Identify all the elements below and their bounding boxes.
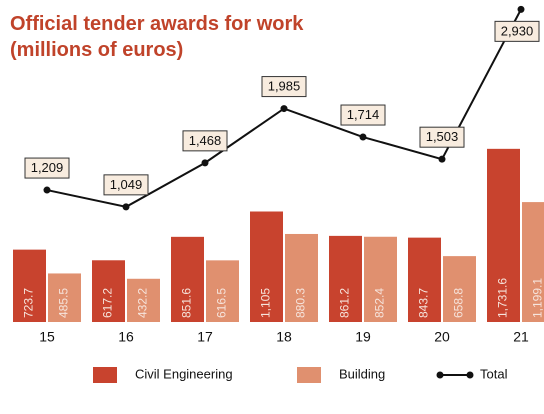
total-value-label: 1,468: [189, 133, 222, 148]
total-label-box: [261, 76, 307, 98]
bar-value-label: 843.7: [417, 288, 431, 318]
x-tick-label: 17: [197, 329, 213, 345]
bar-value-label: 851.6: [180, 288, 194, 318]
bar: [127, 278, 160, 322]
total-point: [517, 5, 525, 13]
legend-swatch: [297, 367, 321, 383]
bar-value-label: 485.5: [57, 288, 71, 318]
total-label-box: [340, 104, 386, 126]
legend-dot: [436, 371, 444, 379]
legend-label: Civil Engineering: [135, 366, 233, 381]
bar: [364, 236, 397, 322]
total-value-label: 2,930: [501, 23, 534, 38]
total-value-label: 1,049: [110, 177, 143, 192]
chart-subtitle: (millions of euros): [10, 39, 183, 61]
x-tick-label: 19: [355, 329, 371, 345]
bar: [171, 236, 204, 322]
total-point: [359, 133, 367, 141]
bar-value-label: 1,105: [259, 288, 273, 318]
total-point: [201, 159, 209, 167]
bar: [250, 211, 283, 322]
total-label-box: [494, 20, 540, 42]
legend-label: Building: [339, 366, 385, 381]
bar: [92, 260, 125, 322]
bar: [408, 237, 441, 322]
bar-value-label: 880.3: [294, 288, 308, 318]
total-point: [43, 186, 51, 194]
total-point: [122, 203, 130, 211]
bar-value-label: 658.8: [452, 288, 466, 318]
bar-value-label: 1,199.1: [531, 278, 544, 318]
x-tick-label: 16: [118, 329, 134, 345]
total-value-label: 1,714: [347, 107, 380, 122]
bar: [487, 148, 520, 322]
legend-swatch: [93, 367, 117, 383]
bar-value-label: 852.4: [373, 288, 387, 318]
bar: [13, 249, 46, 322]
x-tick-label: 15: [39, 329, 55, 345]
total-label-box: [24, 157, 70, 179]
bar: [48, 273, 81, 322]
x-tick-label: 21: [513, 329, 529, 345]
total-value-label: 1,985: [268, 79, 301, 94]
bar-value-label: 723.7: [22, 288, 36, 318]
bar: [522, 202, 544, 322]
legend-label: Total: [480, 366, 508, 381]
bar-value-label: 861.2: [338, 288, 352, 318]
bar: [206, 260, 239, 322]
bar-value-label: 617.2: [101, 288, 115, 318]
total-label-box: [182, 130, 228, 152]
chart-title: Official tender awards for work: [10, 13, 304, 35]
bar: [285, 233, 318, 322]
x-tick-label: 20: [434, 329, 450, 345]
bar: [329, 235, 362, 322]
total-value-label: 1,209: [31, 160, 64, 175]
bar-value-label: 432.2: [136, 288, 150, 318]
total-label-box: [103, 174, 149, 196]
bar-value-label: 1,731.6: [496, 278, 510, 318]
total-value-label: 1,503: [426, 129, 459, 144]
bar: [443, 256, 476, 322]
total-label-box: [419, 126, 465, 148]
total-point: [280, 105, 288, 113]
x-tick-label: 18: [276, 329, 292, 345]
bar-value-label: 616.5: [215, 288, 229, 318]
legend-dot: [466, 371, 474, 379]
total-point: [438, 155, 446, 163]
